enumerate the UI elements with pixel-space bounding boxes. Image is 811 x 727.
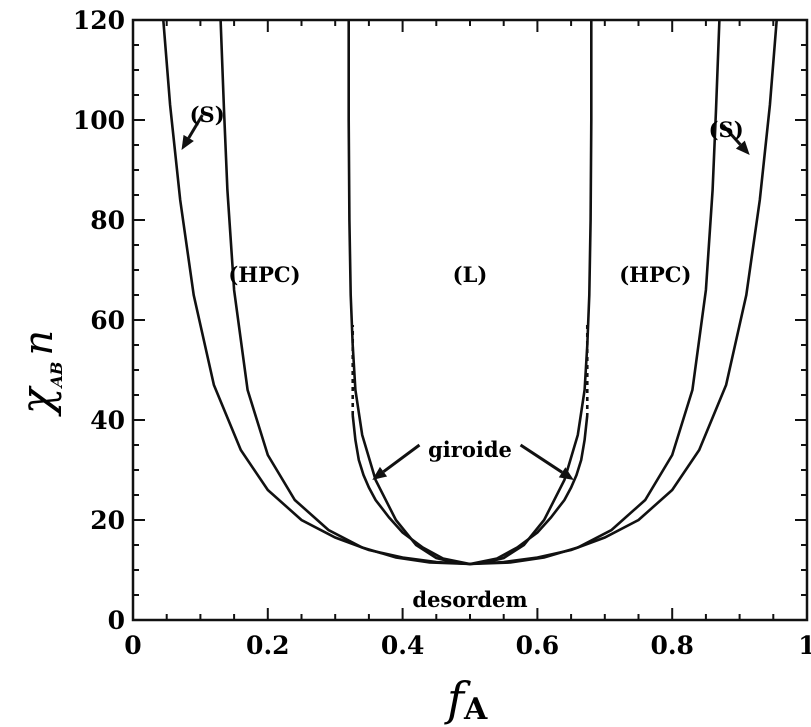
y-tick-label: 100: [73, 106, 125, 135]
x-tick-label: 1: [798, 631, 811, 660]
arrow-head-1: [181, 134, 194, 150]
y-axis-label-subscript: AB: [47, 362, 66, 390]
phase-boundary-curve-1: [162, 19, 778, 566]
phase-boundary-curve-4: [351, 414, 589, 566]
region-label: (S): [709, 117, 744, 142]
phase-boundary-curve-2: [219, 19, 721, 566]
x-tick-label: 0.8: [650, 631, 694, 660]
arrow-shaft-3: [382, 443, 421, 473]
arrow-shaft-2: [721, 123, 742, 146]
x-tick-label: 0.4: [381, 631, 425, 660]
x-tick-label: 0: [124, 631, 141, 660]
y-axis-tick-labels: 0 20 40 60 80 100 120: [73, 6, 125, 635]
y-tick-label: 60: [90, 306, 125, 335]
phase-boundary-curves: [162, 19, 778, 566]
annotation-arrows: [181, 114, 750, 480]
arrow-shaft-1: [187, 114, 204, 139]
region-label: desordem: [412, 587, 527, 612]
region-label: (HPC): [619, 262, 691, 287]
y-tick-label: 20: [90, 506, 125, 535]
y-tick-label: 80: [90, 206, 125, 235]
x-tick-label: 0.6: [516, 631, 560, 660]
y-axis-label-suffix: n: [16, 330, 62, 356]
y-tick-label: 120: [73, 6, 125, 35]
axis-ticks: [132, 19, 808, 621]
x-axis-tick-labels: 0 0.2 0.4 0.6 0.8 1: [124, 631, 811, 660]
arrow-head-2: [735, 140, 750, 155]
x-tick-label: 0.2: [246, 631, 290, 660]
x-axis-label: fA: [444, 672, 488, 727]
arrow-head-3: [372, 466, 388, 480]
arrow-head-4: [558, 467, 574, 480]
arrow-shaft-4: [519, 443, 563, 474]
region-label: giroide: [428, 437, 512, 462]
region-label: (L): [453, 262, 488, 287]
y-axis-label: χAB n: [12, 330, 66, 417]
phase-boundary-curve-3: [347, 20, 593, 566]
y-tick-label: 0: [108, 606, 125, 635]
y-tick-label: 40: [90, 406, 125, 435]
region-label: (S): [190, 102, 225, 127]
region-label: (HPC): [228, 262, 300, 287]
y-axis-label-symbol: χ: [12, 385, 63, 417]
plot-border: [131, 18, 809, 622]
region-labels: (S) (S) (HPC) (L) (HPC) giroide desordem: [190, 102, 744, 612]
plot-frame: [131, 18, 809, 622]
x-axis-label-subscript: A: [463, 692, 488, 727]
